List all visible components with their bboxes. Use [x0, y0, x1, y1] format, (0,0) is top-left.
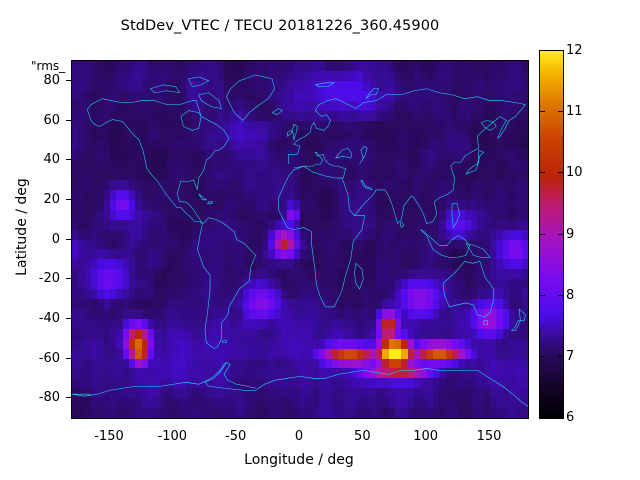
coastline-path — [272, 109, 282, 115]
coastline-path — [354, 263, 363, 289]
chart-title: StdDev_VTEC / TECU 20181226_360.45900 — [120, 18, 440, 34]
stray-rms-label: "rms_ — [31, 59, 66, 73]
colorbar-tick-label: 8 — [566, 287, 575, 303]
coastline-path — [360, 146, 368, 164]
coastline-path — [366, 89, 379, 99]
coastline-path — [181, 111, 201, 131]
coastline-path — [189, 77, 209, 87]
x-tick-label: -50 — [225, 429, 247, 444]
y-tick-label: -20 — [38, 271, 60, 287]
colorbar-tick-mark — [540, 111, 545, 113]
colorbar-tick-mark — [558, 355, 563, 357]
coastline-path — [208, 202, 213, 204]
coastline-layer — [72, 61, 528, 418]
y-tick-mark — [66, 317, 71, 319]
y-tick-mark — [66, 357, 71, 359]
coastline-path — [223, 341, 227, 343]
y-tick-mark — [66, 159, 71, 161]
coastline-path — [72, 362, 528, 406]
y-tick-label: -80 — [38, 390, 60, 406]
y-tick-label: -60 — [38, 350, 60, 366]
coastline-path — [278, 166, 364, 307]
x-tick-label: 150 — [476, 429, 502, 444]
colorbar-tick-label: 6 — [566, 410, 575, 425]
map-plot-area[interactable] — [71, 60, 529, 419]
y-tick-label: 80 — [43, 72, 60, 88]
coastline-path — [512, 309, 526, 331]
coastline-path — [354, 105, 525, 224]
coastline-path — [315, 83, 334, 87]
y-tick-mark — [66, 278, 71, 280]
coastline-path — [335, 148, 351, 158]
colorbar-tick-mark — [558, 111, 563, 113]
y-tick-mark — [66, 79, 71, 81]
coastline-path — [199, 93, 222, 109]
colorbar-tick-label: 7 — [566, 348, 575, 364]
x-tick-label: -100 — [157, 429, 188, 444]
coastline-path — [361, 180, 372, 190]
y-axis-label: Latitude / deg — [14, 178, 30, 276]
colorbar-tick-label: 10 — [566, 165, 583, 181]
coastline-path — [452, 204, 460, 228]
y-tick-label: 40 — [43, 152, 60, 168]
coastline-path — [466, 150, 484, 174]
coastline-path — [466, 243, 490, 257]
coastline-path — [151, 85, 180, 93]
coastline-path — [197, 218, 255, 349]
y-tick-mark — [66, 198, 71, 200]
coastline-path — [294, 152, 346, 178]
coastline-path — [227, 75, 275, 121]
y-tick-label: 0 — [51, 231, 60, 247]
colorbar-tick-mark — [558, 172, 563, 174]
x-tick-label: 0 — [294, 429, 304, 444]
y-tick-mark — [66, 397, 71, 399]
colorbar-tick-mark — [540, 355, 545, 357]
coastline-path — [400, 222, 404, 228]
colorbar-tick-label: 11 — [566, 104, 583, 120]
colorbar-tick-mark — [558, 294, 563, 296]
colorbar-tick-label: 9 — [566, 226, 575, 242]
x-axis-label: Longitude / deg — [244, 452, 354, 468]
coastline-path — [443, 261, 494, 317]
coastline-path — [87, 99, 229, 224]
y-tick-label: -40 — [38, 310, 60, 326]
coastline-path — [484, 321, 488, 325]
x-tick-label: -150 — [94, 429, 124, 444]
x-tick-label: 100 — [413, 429, 439, 444]
coastline-path — [481, 121, 496, 131]
y-tick-label: 60 — [43, 112, 60, 128]
coastline-path — [287, 130, 292, 136]
y-tick-mark — [66, 119, 71, 121]
coastline-path — [224, 362, 256, 388]
colorbar-gradient — [540, 51, 563, 418]
coastline-path — [420, 230, 469, 258]
coastline-path — [289, 89, 526, 164]
coastline-path — [292, 124, 297, 140]
coastline-path — [199, 194, 207, 200]
y-tick-label: 20 — [43, 191, 60, 207]
colorbar-tick-mark — [540, 233, 545, 235]
coastline-path — [87, 110, 202, 224]
colorbar-tick-mark — [540, 294, 545, 296]
colorbar[interactable] — [539, 50, 564, 419]
y-tick-mark — [66, 238, 71, 240]
colorbar-tick-mark — [540, 172, 545, 174]
colorbar-tick-mark — [558, 233, 563, 235]
x-tick-label: 50 — [354, 429, 371, 444]
colorbar-tick-label: 12 — [566, 43, 583, 58]
